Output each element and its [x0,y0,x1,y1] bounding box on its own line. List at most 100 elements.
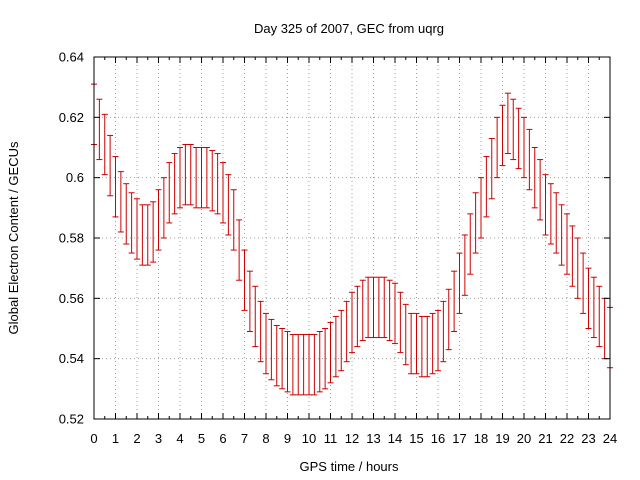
y-tick-label: 0.58 [59,231,84,246]
error-bar-point [306,334,312,396]
x-tick-label: 7 [241,431,248,446]
x-tick-label: 22 [560,431,574,446]
error-bar-point [478,177,484,239]
error-bar-point [327,321,334,384]
error-bar-point [354,285,361,348]
error-bar-point [332,315,339,378]
error-bar-point [542,174,549,236]
error-bar-point [494,116,501,179]
error-bar-point [134,198,140,260]
error-bar-point [440,300,447,363]
x-tick-label: 2 [133,431,140,446]
x-tick-label: 20 [517,431,531,446]
error-bar-point [521,116,527,179]
error-bar-point [187,143,194,206]
error-bar-point [289,334,296,396]
error-bar-point [171,153,178,215]
x-tick-label: 21 [538,431,552,446]
error-bar-point [499,104,506,167]
x-tick-label: 10 [302,431,316,446]
error-bar-point [488,137,495,200]
error-bar-point [107,134,114,197]
error-bar-point [101,113,108,176]
error-bar-point [445,288,452,351]
error-bar-point [220,162,226,224]
error-bar-point [203,147,210,209]
error-bar-point [569,225,576,287]
error-bar-point [263,312,269,375]
error-bar-point [96,98,103,161]
error-bar-point [601,297,608,360]
x-tick-label: 3 [155,431,162,446]
x-tick-label: 4 [176,431,183,446]
error-bar-point [284,331,291,393]
error-bar-point [182,143,189,206]
error-bar-point [338,309,345,372]
error-bar-point [160,177,167,239]
y-axis-label: Global Electron Content / GECUs [6,141,21,334]
error-bar-point [375,276,382,339]
error-bar-point [392,282,398,345]
error-bar-point [155,189,162,251]
error-bar-point [424,315,431,378]
x-tick-label: 6 [219,431,226,446]
error-bar-point [590,276,597,339]
error-bar-point [316,331,323,393]
error-bar-point [257,300,264,363]
y-tick-label: 0.64 [59,50,84,65]
error-bar-point [177,147,183,209]
y-tick-label: 0.6 [66,170,84,185]
x-tick-label: 5 [198,431,205,446]
series-errorbars [91,83,613,396]
error-bar-point [193,147,200,209]
x-tick-label: 0 [90,431,97,446]
error-bar-point [596,285,603,348]
error-bar-point [311,334,318,396]
x-tick-label: 23 [581,431,595,446]
error-bar-point [236,219,243,281]
error-bar-point [574,237,581,299]
error-bar-point [112,156,119,218]
x-axis-ticks: 0 1 2 3 4 5 6 7 8 9 10 11 12 13 14 15 16 17 18 19 20 21 22 23 24 [90,57,617,446]
error-bar-point [246,270,253,333]
error-bar-point [413,312,420,375]
error-bar-point [139,204,146,266]
x-tick-label: 19 [495,431,509,446]
error-bar-point [504,92,511,155]
error-bar-point [241,249,248,311]
error-bar-point [252,285,259,348]
error-bar-point [515,107,522,170]
error-bar-point [456,252,463,314]
x-tick-label: 11 [324,431,338,446]
x-tick-label: 16 [431,431,445,446]
error-bar-point [300,334,307,396]
error-bar-point [531,147,538,209]
y-tick-label: 0.54 [59,351,84,366]
chart-title: Day 325 of 2007, GEC from uqrg [254,21,444,36]
x-tick-label: 17 [452,431,466,446]
error-bar-point [349,291,355,354]
error-bar-point [225,174,232,236]
error-bar-point [451,270,458,333]
error-bar-point [526,128,533,191]
x-axis-label: GPS time / hours [300,459,399,474]
x-tick-label: 14 [388,431,402,446]
error-bar-point [472,192,479,254]
error-bar-point [230,189,237,251]
x-tick-label: 12 [345,431,359,446]
error-bar-point [510,98,517,161]
error-bar-point [268,318,275,381]
y-axis-ticks: 0.52 0.54 0.56 0.58 0.6 0.62 0.64 [59,50,610,427]
x-tick-label: 24 [603,431,617,446]
error-bar-point [547,183,554,245]
error-bar-point [435,309,441,372]
error-bar-point [295,334,302,396]
y-tick-label: 0.56 [59,291,84,306]
x-tick-label: 1 [112,431,119,446]
error-bar-point [553,192,560,254]
error-bar-point [128,192,135,254]
error-bar-point [365,276,372,339]
error-bar-point [483,156,490,218]
error-bar-point [209,150,216,212]
error-bar-point [279,328,286,390]
